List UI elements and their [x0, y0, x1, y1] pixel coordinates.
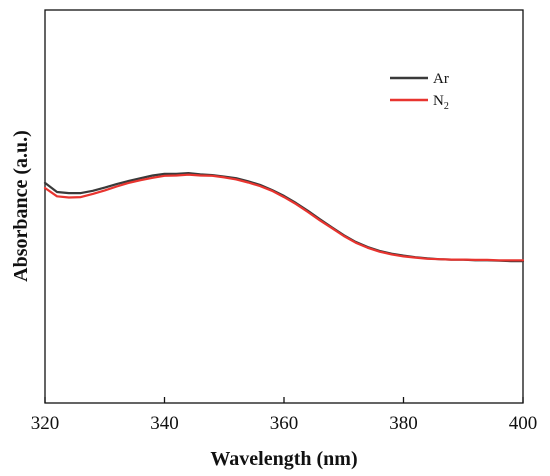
x-tick-label: 340	[150, 413, 179, 434]
x-tick-label: 360	[270, 413, 299, 434]
x-axis-title: Wavelength (nm)	[210, 448, 357, 470]
series-line-n2	[43, 173, 525, 262]
legend-label-n2: N2	[433, 93, 449, 112]
x-tick-label: 380	[389, 413, 418, 434]
plot-frame	[44, 9, 524, 404]
x-axis-ticks: 320 340 360 380 400	[31, 397, 538, 434]
x-tick-label: 320	[31, 413, 60, 434]
y-axis-title: Absorbance (a.u.)	[10, 130, 32, 282]
x-tick-label: 400	[509, 413, 538, 434]
series-layer	[43, 172, 525, 263]
legend: Ar N2	[390, 71, 449, 112]
legend-label-ar: Ar	[433, 71, 449, 87]
